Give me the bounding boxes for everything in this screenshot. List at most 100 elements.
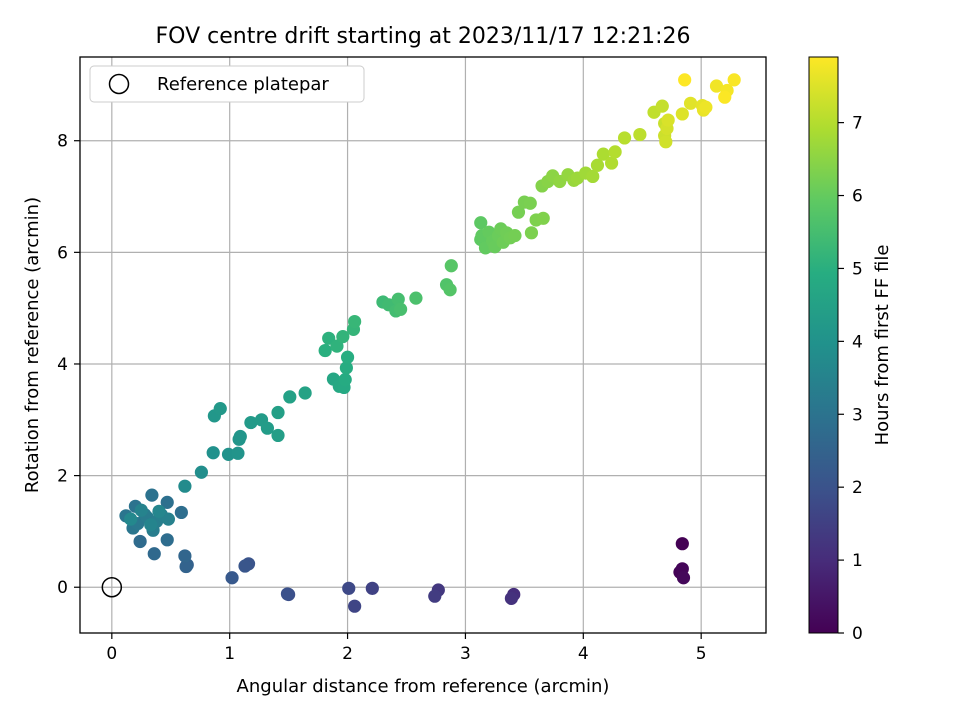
data-point [178, 479, 192, 493]
data-point [213, 402, 227, 416]
data-point [338, 373, 352, 387]
data-point [340, 350, 355, 364]
data-point [474, 216, 488, 230]
data-point [194, 465, 209, 479]
y-tick-label: 0 [57, 578, 68, 598]
x-tick-label: 3 [460, 644, 471, 664]
x-tick-label: 0 [106, 644, 117, 664]
data-point [718, 90, 732, 104]
legend-box [89, 65, 365, 103]
colorbar-tick-label: 4 [852, 332, 863, 352]
data-point [160, 533, 174, 547]
data-point [318, 343, 332, 358]
y-tick-label: 8 [57, 132, 68, 152]
data-point [524, 226, 539, 240]
colorbar-tick-label: 6 [852, 187, 863, 207]
x-tick-label: 2 [342, 644, 353, 664]
data-point [508, 229, 522, 243]
data-point [676, 571, 691, 585]
legend: Reference platepar [89, 65, 365, 103]
data-point [238, 559, 252, 573]
data-point [596, 147, 610, 161]
data-point [511, 205, 526, 219]
data-point [391, 292, 405, 306]
colorbar-tick-label: 2 [852, 478, 863, 498]
data-point [280, 587, 295, 601]
data-point [727, 73, 741, 87]
data-point [233, 429, 247, 444]
x-axis-ticks: 0 1 2 3 4 5 [106, 633, 707, 664]
x-tick-label: 1 [224, 644, 235, 664]
data-point [161, 512, 176, 526]
colorbar-tick-label: 0 [852, 624, 863, 644]
data-point [225, 571, 239, 585]
data-point [428, 589, 442, 603]
data-point [586, 169, 600, 184]
colorbar: 0 1 2 3 4 5 6 7 Hours from first FF file [808, 56, 893, 644]
legend-entry-reference: Reference platepar [157, 74, 329, 95]
colorbar-tick-label: 7 [852, 114, 863, 134]
data-points [119, 73, 741, 613]
data-point [523, 196, 537, 210]
x-tick-label: 5 [696, 644, 707, 664]
colorbar-tick-label: 3 [852, 405, 863, 425]
x-tick-label: 4 [578, 644, 589, 664]
data-point [342, 581, 356, 595]
data-point [244, 415, 258, 430]
reference-point [101, 576, 123, 598]
data-point [339, 361, 353, 375]
y-tick-label: 2 [57, 467, 68, 487]
data-point [133, 534, 147, 549]
data-point [633, 127, 647, 142]
data-point [608, 145, 622, 159]
data-point [394, 302, 408, 316]
data-point [271, 405, 285, 420]
y-tick-label: 6 [57, 243, 68, 263]
data-point [590, 158, 605, 172]
data-point [206, 446, 220, 460]
y-tick-label: 4 [57, 355, 68, 375]
data-point [298, 386, 312, 400]
plot-frame [79, 56, 767, 634]
colorbar-ticks: 0 1 2 3 4 5 6 7 [838, 114, 863, 644]
data-point [661, 113, 675, 127]
data-point [617, 131, 632, 145]
data-point [124, 512, 138, 526]
data-point [655, 99, 669, 113]
chart-title: FOV centre drift starting at 2023/11/17 … [156, 24, 691, 49]
y-axis-ticks: 0 2 4 6 8 [57, 132, 80, 598]
data-point [271, 428, 285, 443]
data-point [336, 330, 350, 344]
data-point [675, 537, 689, 551]
data-point [709, 79, 724, 93]
data-point [134, 503, 148, 517]
legend-marker-icon [108, 73, 130, 95]
data-point [330, 339, 344, 353]
colorbar-tick-label: 1 [852, 551, 863, 571]
data-point [504, 591, 519, 605]
grid-lines [80, 57, 766, 633]
data-point [348, 599, 362, 613]
colorbar-gradient [808, 56, 839, 634]
colorbar-tick-label: 5 [852, 259, 863, 279]
colorbar-label: Hours from first FF file [872, 245, 893, 446]
data-point [178, 549, 192, 563]
data-point [179, 559, 193, 574]
data-point [536, 211, 550, 225]
data-point [443, 283, 457, 297]
data-point [231, 446, 245, 460]
y-axis-label: Rotation from reference (arcmin) [22, 197, 43, 493]
data-point [160, 495, 174, 509]
data-point [145, 488, 159, 502]
data-point [174, 505, 188, 520]
data-point [683, 96, 698, 110]
data-point [444, 259, 458, 273]
data-point [348, 314, 362, 329]
data-point [260, 421, 275, 435]
data-point [604, 156, 619, 170]
data-point [675, 107, 689, 121]
data-point [678, 73, 692, 87]
data-point [283, 390, 297, 404]
